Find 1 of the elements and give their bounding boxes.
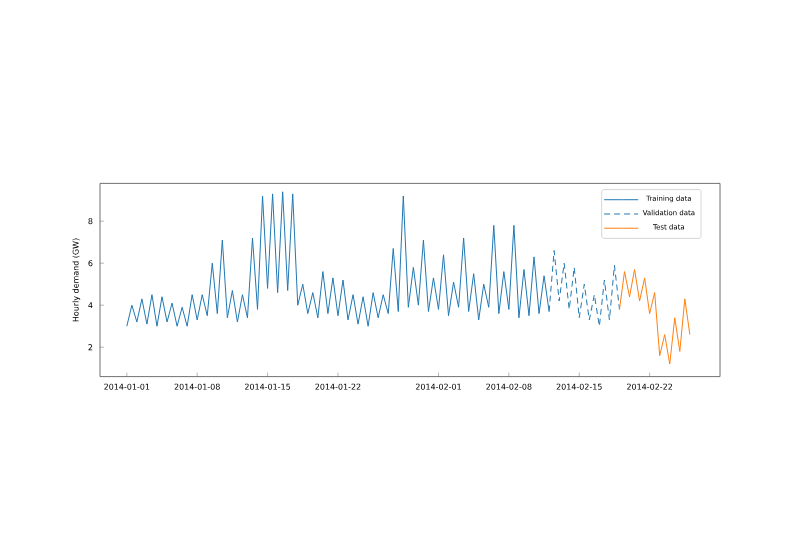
line-series (618, 269, 691, 365)
